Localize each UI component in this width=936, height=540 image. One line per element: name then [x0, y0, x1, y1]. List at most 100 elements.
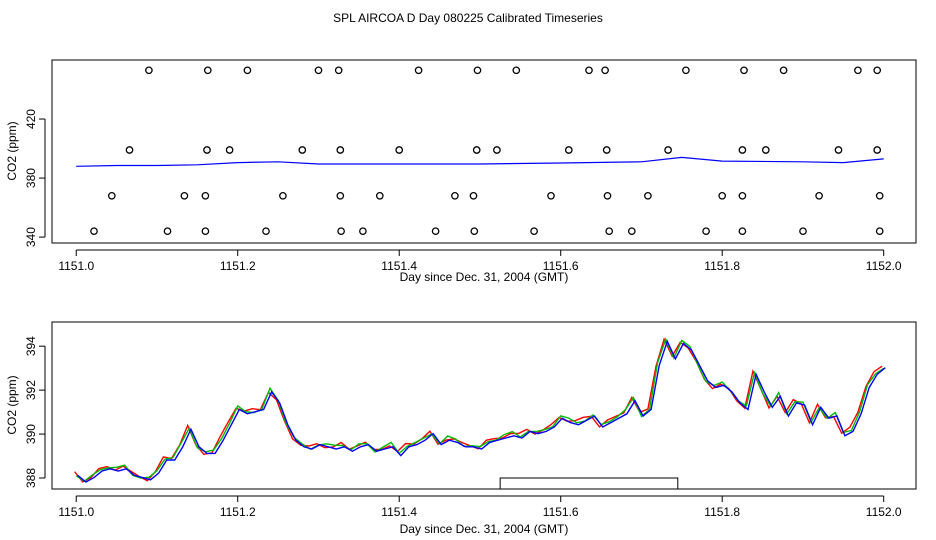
panel-top-series	[76, 156, 884, 167]
marker-point	[530, 227, 538, 236]
panel-bottom-ylabel: CO2 (ppm)	[5, 375, 19, 434]
marker-point	[262, 227, 270, 236]
x-tick-label: 1151.4	[381, 259, 417, 273]
x-tick-label: 1151.2	[220, 505, 256, 519]
marker-point	[738, 227, 747, 236]
panel-top-ylabel: CO2 (ppm)	[5, 121, 19, 180]
y-tick-label: 388	[24, 468, 38, 488]
marker-point	[603, 191, 612, 200]
x-tick-label: 1151.2	[220, 259, 256, 273]
panel-bottom: 1151.0 1151.2 1151.4 1151.6 1151.8 1152.0 388…	[5, 321, 917, 536]
marker-point	[682, 66, 690, 75]
x-tick-label: 1151.8	[704, 259, 740, 273]
marker-point	[180, 191, 189, 200]
x-tick-label: 1151.6	[543, 259, 579, 273]
marker-point	[585, 66, 593, 75]
marker-point	[815, 191, 823, 200]
marker-point	[337, 227, 345, 236]
series-line-green	[75, 337, 885, 483]
marker-point	[336, 191, 345, 200]
marker-point	[145, 66, 153, 75]
x-tick-label: 1151.8	[704, 505, 740, 519]
panel-bottom-y-axis: 388 390 392 394	[24, 336, 46, 488]
marker-point	[512, 66, 521, 75]
y-tick-label: 380	[24, 168, 38, 188]
y-tick-label: 420	[24, 109, 38, 129]
marker-point	[314, 66, 323, 75]
marker-point	[605, 227, 614, 236]
marker-point	[163, 227, 172, 236]
panel-bottom-xlabel: Day since Dec. 31, 2004 (GMT)	[400, 522, 569, 536]
marker-point	[336, 146, 345, 154]
marker-point	[644, 191, 652, 200]
panel-bottom-x-axis: 1151.0 1151.2 1151.4 1151.6 1151.8 1152.0	[58, 495, 902, 519]
marker-point	[469, 191, 478, 200]
marker-point	[395, 146, 404, 154]
panel-top-markers	[90, 66, 884, 236]
marker-point	[472, 146, 481, 154]
marker-point	[473, 66, 482, 75]
panel-top-xlabel: Day since Dec. 31, 2004 (GMT)	[400, 270, 569, 284]
flag-rectangle	[499, 477, 679, 489]
y-tick-label: 390	[24, 424, 38, 444]
marker-point	[493, 146, 501, 154]
marker-point	[601, 66, 609, 75]
chart-title: SPL AIRCOA D Day 080225 Calibrated Times…	[333, 11, 603, 25]
x-tick-label: 1151.0	[58, 259, 94, 273]
marker-point	[279, 191, 287, 200]
marker-point	[564, 146, 573, 154]
x-tick-label: 1151.0	[58, 505, 94, 519]
marker-point	[431, 227, 440, 236]
marker-point	[761, 146, 770, 154]
marker-point	[451, 191, 459, 200]
marker-point	[799, 227, 807, 236]
y-tick-label: 394	[24, 336, 38, 356]
marker-point	[779, 66, 788, 75]
panel-bottom-annotation	[499, 477, 679, 489]
marker-point	[107, 191, 116, 200]
marker-point	[602, 146, 611, 154]
series-line-blue	[76, 156, 884, 167]
series-line-red	[74, 337, 883, 483]
panel-top: 1151.0 1151.2 1151.4 1151.6 1151.8 1152.0 340…	[5, 59, 917, 284]
marker-point	[875, 191, 884, 200]
series-line-blue	[77, 339, 886, 483]
marker-point	[547, 191, 555, 200]
marker-point	[203, 66, 212, 75]
marker-point	[740, 66, 748, 75]
marker-point	[414, 66, 423, 75]
panel-top-frame	[51, 59, 917, 244]
marker-point	[718, 191, 727, 200]
marker-point	[225, 146, 234, 154]
panel-top-y-axis: 340 380 420	[24, 109, 46, 247]
marker-point	[125, 146, 134, 154]
x-tick-label: 1152.0	[866, 505, 902, 519]
y-tick-label: 392	[24, 380, 38, 400]
marker-point	[201, 191, 210, 200]
marker-point	[470, 227, 479, 236]
marker-point	[738, 191, 747, 200]
marker-point	[201, 227, 210, 236]
marker-point	[702, 227, 710, 236]
marker-point	[873, 66, 882, 75]
panel-top-x-axis: 1151.0 1151.2 1151.4 1151.6 1151.8 1152.0	[58, 249, 902, 273]
x-tick-label: 1151.6	[543, 505, 579, 519]
marker-point	[834, 146, 843, 154]
x-tick-label: 1151.4	[381, 505, 417, 519]
marker-point	[854, 66, 862, 75]
x-tick-label: 1152.0	[866, 259, 902, 273]
marker-point	[627, 227, 636, 236]
marker-point	[375, 191, 384, 200]
marker-point	[334, 66, 343, 75]
marker-point	[298, 146, 307, 154]
marker-point	[738, 146, 747, 154]
y-tick-label: 340	[24, 227, 38, 247]
marker-point	[664, 146, 672, 154]
marker-point	[359, 227, 367, 236]
marker-point	[203, 146, 211, 154]
panel-bottom-series	[74, 337, 886, 483]
panel-bottom-frame	[51, 321, 917, 490]
marker-point	[873, 146, 882, 154]
marker-point	[875, 227, 884, 236]
